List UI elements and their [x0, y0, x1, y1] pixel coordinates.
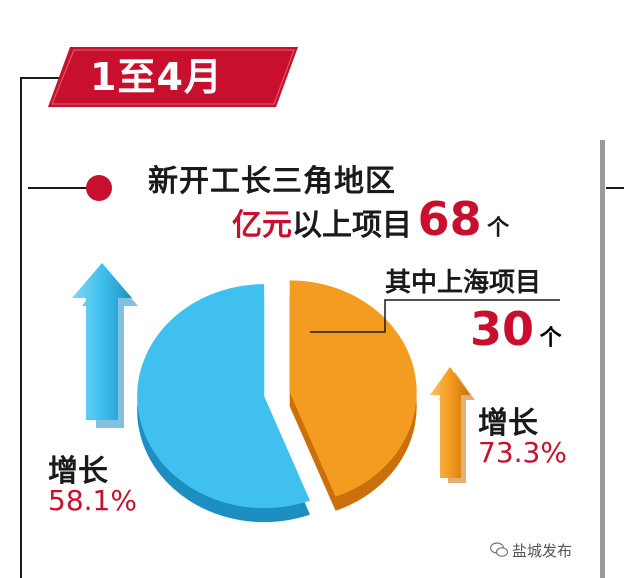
- frame-line-mid-left: [28, 187, 88, 189]
- frame-line-mid-right: [606, 187, 624, 189]
- watermark-text: 盐城发布: [512, 542, 573, 560]
- growth-blue-label: 增长: [48, 454, 108, 489]
- headline-total-value: 68: [417, 192, 482, 246]
- frame-line-left-vertical: [20, 77, 22, 578]
- red-bullet-dot: [86, 175, 112, 201]
- pie-slice-0: [289, 280, 417, 497]
- shanghai-value: 30 个: [470, 302, 562, 356]
- growth-blue-value: 58.1%: [48, 484, 137, 517]
- shanghai-subtitle: 其中上海项目: [385, 268, 542, 298]
- headline-unit: 个: [487, 216, 510, 241]
- growth-orange-label: 增长: [478, 406, 538, 441]
- headline-line1: 新开工长三角地区: [148, 164, 396, 199]
- growth-orange-value: 73.3%: [478, 436, 567, 469]
- banner-shape: [48, 47, 298, 107]
- headline-red-text: 亿元: [232, 208, 292, 243]
- orange-up-arrow-icon: [430, 367, 475, 483]
- leader-line: [310, 299, 560, 333]
- shanghai-value-unit: 个: [539, 326, 562, 351]
- shanghai-value-number: 30: [470, 302, 535, 356]
- frame-line-top: [20, 77, 60, 79]
- wechat-icon: [490, 542, 508, 557]
- banner-title: 1至4月: [90, 55, 223, 99]
- blue-up-arrow-icon: [72, 263, 138, 428]
- pie-slice-1: [137, 284, 311, 509]
- headline-line2: 亿元以上项目 68 个: [232, 192, 509, 246]
- headline-black-text: 以上项目: [292, 208, 412, 243]
- frame-line-right-vertical: [600, 140, 605, 578]
